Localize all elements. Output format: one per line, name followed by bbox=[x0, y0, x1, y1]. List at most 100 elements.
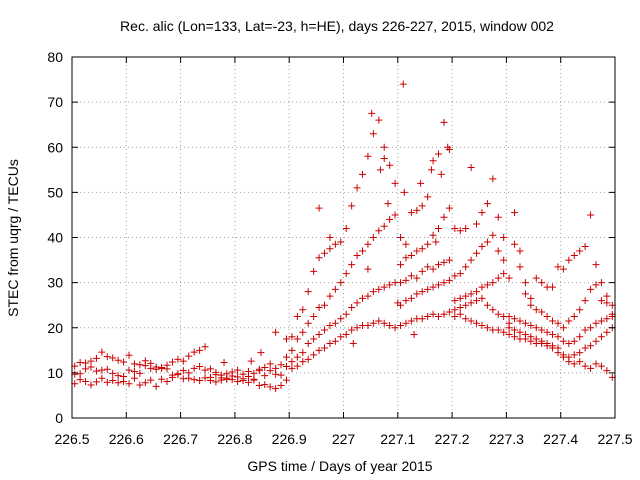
data-point bbox=[570, 351, 578, 359]
data-point bbox=[369, 234, 377, 241]
data-point bbox=[576, 306, 584, 314]
data-point bbox=[349, 340, 357, 348]
data-points bbox=[71, 80, 616, 393]
data-point bbox=[597, 362, 605, 370]
data-point bbox=[92, 367, 100, 375]
data-point bbox=[505, 274, 513, 282]
data-point bbox=[98, 366, 106, 374]
data-point bbox=[141, 362, 149, 370]
data-point bbox=[147, 376, 155, 384]
data-point bbox=[190, 376, 198, 384]
data-point bbox=[473, 297, 481, 305]
data-point bbox=[402, 276, 410, 284]
data-point bbox=[353, 324, 361, 332]
data-point bbox=[299, 358, 307, 366]
data-point bbox=[440, 213, 448, 221]
data-point bbox=[603, 299, 611, 307]
data-point bbox=[483, 200, 491, 208]
data-point bbox=[87, 381, 95, 389]
data-point bbox=[397, 301, 405, 309]
data-point bbox=[549, 283, 557, 291]
data-point bbox=[261, 372, 269, 380]
data-point bbox=[511, 240, 519, 248]
data-point bbox=[478, 283, 486, 291]
data-point bbox=[516, 263, 524, 271]
data-point bbox=[158, 375, 166, 383]
x-tick-label: 227 bbox=[332, 431, 356, 447]
data-point bbox=[272, 328, 280, 336]
data-point bbox=[326, 321, 334, 329]
data-point bbox=[603, 367, 611, 375]
data-point bbox=[255, 382, 263, 390]
data-point bbox=[92, 354, 100, 362]
data-point bbox=[136, 381, 144, 389]
y-tick-label: 50 bbox=[47, 184, 63, 200]
data-point bbox=[440, 118, 448, 126]
data-point bbox=[244, 378, 252, 386]
data-point bbox=[407, 317, 415, 325]
data-point bbox=[424, 193, 432, 201]
data-point bbox=[592, 337, 600, 345]
data-point bbox=[462, 315, 470, 323]
data-point bbox=[386, 215, 394, 223]
data-point bbox=[435, 224, 443, 232]
data-point bbox=[456, 227, 464, 235]
data-point bbox=[440, 310, 448, 318]
data-point bbox=[369, 319, 377, 327]
data-point bbox=[489, 306, 497, 314]
data-point bbox=[272, 364, 280, 372]
data-point bbox=[359, 170, 367, 178]
data-point bbox=[342, 270, 350, 278]
data-point bbox=[554, 319, 562, 327]
data-point bbox=[369, 288, 377, 296]
y-tick-label: 80 bbox=[47, 49, 63, 65]
data-point bbox=[92, 378, 100, 386]
data-point bbox=[272, 370, 280, 378]
data-point bbox=[473, 288, 481, 296]
data-point bbox=[282, 376, 290, 384]
data-point bbox=[494, 274, 502, 282]
data-point bbox=[516, 328, 524, 336]
data-point bbox=[532, 274, 540, 282]
data-point bbox=[103, 365, 111, 373]
data-point bbox=[261, 363, 269, 371]
data-point bbox=[364, 152, 372, 160]
data-point bbox=[418, 288, 426, 296]
data-point bbox=[587, 324, 595, 332]
data-point bbox=[494, 310, 502, 318]
data-point bbox=[400, 188, 408, 196]
data-point bbox=[397, 261, 405, 269]
data-point bbox=[402, 254, 410, 262]
data-point bbox=[163, 377, 171, 385]
data-point bbox=[255, 365, 263, 373]
data-point bbox=[380, 155, 388, 163]
data-point bbox=[288, 364, 296, 372]
data-point bbox=[109, 377, 117, 385]
data-point bbox=[587, 211, 595, 219]
x-tick-label: 226.7 bbox=[163, 431, 198, 447]
data-point bbox=[320, 249, 328, 257]
data-point bbox=[326, 245, 334, 253]
x-tick-label: 226.5 bbox=[54, 431, 89, 447]
data-point bbox=[483, 238, 491, 246]
data-point bbox=[576, 349, 584, 357]
data-point bbox=[212, 378, 220, 386]
data-point bbox=[293, 335, 301, 343]
data-point bbox=[82, 377, 90, 385]
data-point bbox=[364, 292, 372, 300]
data-point bbox=[299, 328, 307, 336]
data-point bbox=[320, 344, 328, 352]
data-point bbox=[467, 317, 475, 325]
data-point bbox=[456, 294, 464, 302]
data-point bbox=[554, 349, 562, 357]
data-point bbox=[500, 256, 508, 264]
data-point bbox=[109, 354, 117, 362]
data-point bbox=[489, 175, 497, 183]
data-point bbox=[467, 299, 475, 307]
data-point bbox=[445, 204, 453, 212]
data-point bbox=[293, 312, 301, 320]
data-point bbox=[331, 240, 339, 248]
data-point bbox=[76, 370, 84, 378]
data-point bbox=[437, 170, 445, 178]
data-point bbox=[304, 355, 312, 363]
